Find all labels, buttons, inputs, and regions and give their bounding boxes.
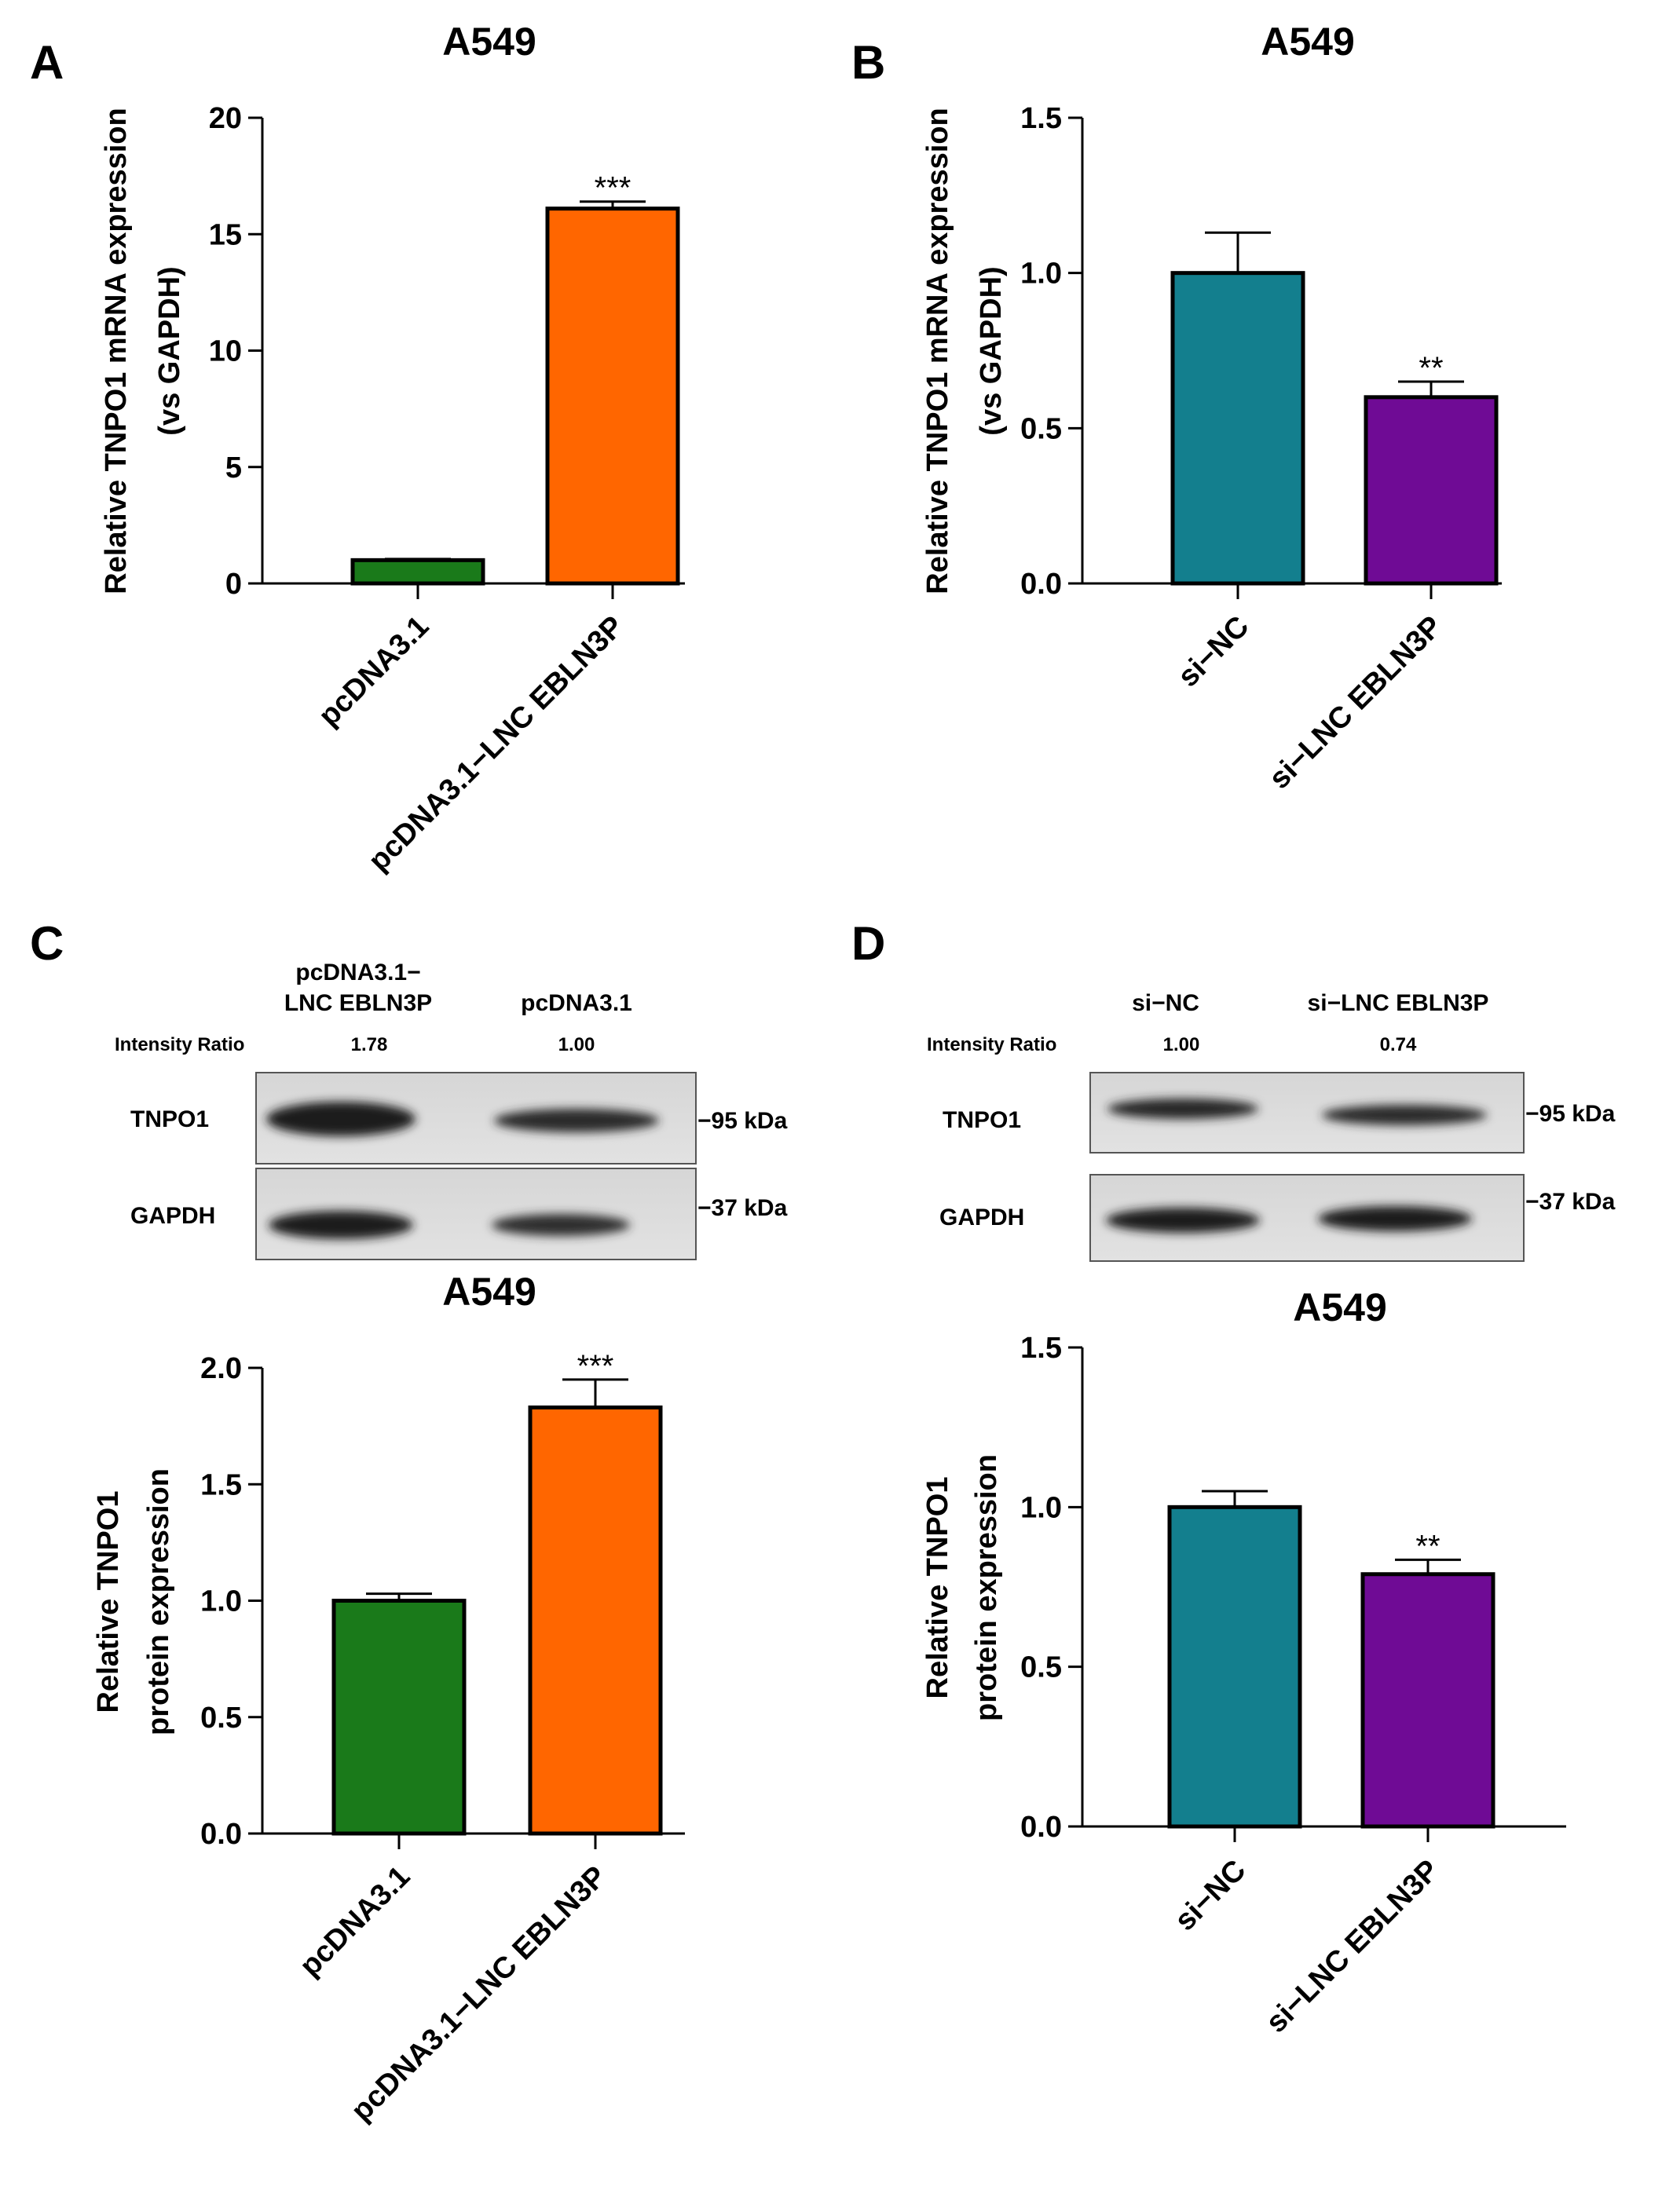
blot-d-marker-37kda: −37 kDa [1525,1189,1616,1215]
chart-d-category-label-1: si−NC [1169,1854,1253,1938]
blot-c-lane-1-label-line-1: pcDNA3.1− [295,960,420,985]
blot-c-gapdh-band-lane-2 [492,1214,630,1236]
chart-d-category-label-2: si−LNC EBLN3P [1260,1854,1446,2040]
chart-d-title: A549 [1293,1285,1387,1329]
blot-d-lane-1-label: si−NC [1132,990,1199,1016]
bar-chart-a: A549 0 5 10 15 20 Relative TNPO1 mRNA expressi… [100,20,685,878]
chart-b-y-label-line-2: (vs GAPDH) [975,266,1008,435]
panel-letter-c: C [30,917,64,970]
bar-chart-d: A549 0.0 0.5 1.0 1.5 Relative TNPO1 protein ex… [921,1285,1566,2039]
chart-c-bar-2 [528,1405,663,1836]
chart-a-y-tick-label: 0 [225,568,242,601]
blot-d-gapdh-band-lane-1 [1106,1208,1260,1233]
chart-a-bar-1 [350,558,485,586]
western-blot-c: pcDNA3.1− LNC EBLN3P pcDNA3.1 Intensity … [115,960,788,1260]
chart-c-y-tick-label: 1.0 [200,1585,242,1618]
blot-d-marker-95kda: −95 kDa [1525,1101,1616,1127]
blot-d-ratio-lane-1: 1.00 [1163,1034,1200,1055]
blot-c-protein-tnpo1: TNPO1 [130,1106,209,1132]
blot-d-tnpo1-band-lane-1 [1107,1099,1258,1119]
chart-b-y-label-line-1: Relative TNPO1 mRNA expression [921,108,954,594]
chart-c-category-label-1: pcDNA3.1 [294,1860,417,1983]
chart-d-bar-2 [1360,1572,1495,1829]
bar-chart-c: A549 0.0 0.5 1.0 1.5 2.0 Relative TNPO1 protein… [92,1270,685,2128]
chart-d-y-label-line-2: protein expression [970,1454,1003,1721]
chart-d-bar-1 [1167,1505,1302,1829]
blot-c-lane-1-label-line-2: LNC EBLN3P [284,990,432,1016]
chart-a-y-tick-label: 5 [225,452,242,484]
chart-d-y-label-line-1: Relative TNPO1 [921,1477,954,1699]
blot-d-ratio-lane-2: 0.74 [1380,1034,1417,1055]
chart-a-y-label-line-1: Relative TNPO1 mRNA expression [100,108,133,594]
chart-c-title: A549 [442,1270,536,1314]
chart-c-bar-1 [331,1599,467,1836]
chart-a-category-label-1: pcDNA3.1 [313,610,436,733]
chart-c-y-tick-label: 2.0 [200,1352,242,1385]
panel-letter-d: D [851,917,885,970]
chart-a-y-tick-label: 15 [209,218,242,251]
blot-c-tnpo1-band-lane-2 [494,1109,659,1132]
blot-c-marker-37kda: −37 kDa [697,1195,788,1221]
chart-c-y-label-line-1: Relative TNPO1 [92,1491,125,1713]
blot-c-gapdh-band-lane-1 [269,1211,413,1239]
chart-b-title: A549 [1261,20,1355,64]
chart-b-y-tick-label: 1.5 [1020,102,1062,135]
chart-c-y-label-line-2: protein expression [142,1468,175,1735]
chart-a-significance-2: *** [595,171,631,206]
chart-a-y-label-line-2: (vs GAPDH) [153,266,186,435]
chart-a-y-tick-label: 20 [209,102,242,135]
panel-letter-b: B [851,36,885,89]
blot-c-intensity-ratio-label: Intensity Ratio [115,1034,244,1055]
blot-c-ratio-lane-2: 1.00 [558,1034,595,1055]
blot-d-protein-tnpo1: TNPO1 [943,1107,1021,1133]
blot-d-lane-2-label: si−LNC EBLN3P [1308,990,1489,1016]
western-blot-d: si−NC si−LNC EBLN3P Intensity Ratio 1.00… [927,990,1616,1262]
chart-a-bar-2 [545,207,680,586]
blot-d-protein-gapdh: GAPDH [939,1205,1024,1230]
panel-letter-a: A [30,36,64,89]
chart-a-title: A549 [442,20,536,64]
chart-b-category-label-2: si−LNC EBLN3P [1263,610,1449,796]
chart-c-y-tick-label: 0.5 [200,1702,242,1735]
blot-d-tnpo1-band-lane-2 [1322,1105,1487,1125]
chart-a-y-tick-label: 10 [209,335,242,368]
chart-d-y-tick-label: 0.0 [1020,1811,1062,1844]
blot-d-intensity-ratio-label: Intensity Ratio [927,1034,1056,1055]
blot-c-protein-gapdh: GAPDH [130,1203,215,1229]
chart-b-y-tick-label: 0.5 [1020,412,1062,445]
chart-b-bar-2 [1364,395,1499,586]
blot-c-lane-2-label: pcDNA3.1 [521,990,632,1016]
bar-chart-b: A549 0.0 0.5 1.0 1.5 Relative TNPO1 mRNA expr… [921,20,1502,795]
chart-d-y-tick-label: 0.5 [1020,1651,1062,1684]
chart-d-significance-2: ** [1415,1529,1440,1563]
chart-b-y-tick-label: 1.0 [1020,258,1062,291]
blot-c-ratio-lane-1: 1.78 [351,1034,388,1055]
blot-c-marker-95kda: −95 kDa [697,1108,788,1134]
chart-c-significance-2: *** [577,1349,614,1384]
chart-d-y-tick-label: 1.5 [1020,1332,1062,1365]
chart-b-bar-1 [1170,271,1305,586]
blot-d-gapdh-band-lane-2 [1318,1206,1472,1231]
chart-c-y-tick-label: 1.5 [200,1468,242,1501]
chart-b-significance-2: ** [1419,351,1443,386]
blot-c-tnpo1-band-lane-1 [266,1102,416,1136]
chart-d-y-tick-label: 1.0 [1020,1491,1062,1524]
chart-c-y-tick-label: 0.0 [200,1818,242,1851]
chart-b-category-label-1: si−NC [1172,610,1256,694]
chart-b-y-tick-label: 0.0 [1020,568,1062,601]
